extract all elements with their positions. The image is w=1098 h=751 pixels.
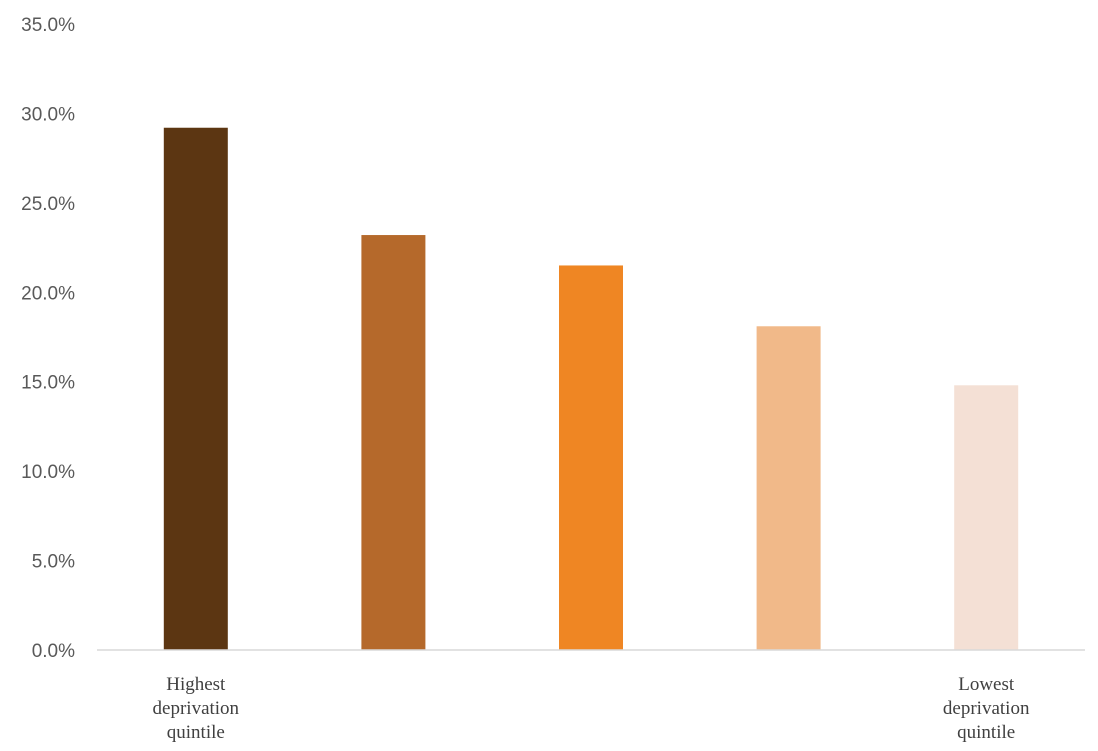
bar [361, 235, 426, 650]
y-axis: 0.0% 5.0% 10.0% 15.0% 20.0% 25.0% 30.0% 35.0% [21, 15, 75, 662]
x-category-label-line: deprivation [943, 698, 1030, 719]
x-category-label-line: deprivation [153, 698, 240, 719]
x-axis: Highest deprivation quintile Lowest deprivat… [153, 674, 1030, 743]
bars [163, 127, 1019, 651]
bar [756, 326, 821, 650]
x-category-label-line: quintile [957, 722, 1015, 743]
y-tick-label: 0.0% [32, 641, 75, 662]
x-category-label: Highest deprivation quintile [153, 674, 240, 743]
y-tick-label: 20.0% [21, 283, 75, 304]
x-category-label-line: Highest [166, 674, 226, 695]
y-tick-label: 5.0% [32, 552, 75, 573]
y-tick-label: 10.0% [21, 462, 75, 483]
y-tick-label: 35.0% [21, 15, 75, 36]
bar [163, 127, 228, 651]
y-tick-label: 25.0% [21, 194, 75, 215]
x-category-label: Lowest deprivation quintile [943, 674, 1030, 743]
y-tick-label: 30.0% [21, 104, 75, 125]
bar [559, 265, 623, 650]
x-category-label-line: quintile [167, 722, 225, 743]
bar [954, 385, 1019, 650]
x-category-label-line: Lowest [958, 674, 1015, 695]
y-tick-label: 15.0% [21, 373, 75, 394]
